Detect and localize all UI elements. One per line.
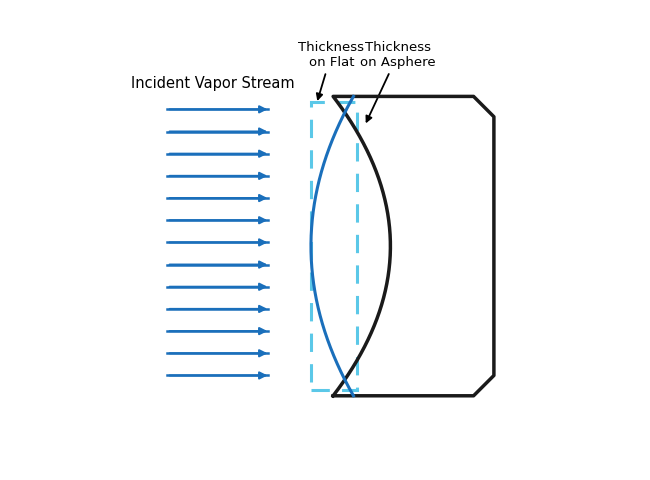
Bar <box>311 102 357 390</box>
Text: Incident Vapor Stream: Incident Vapor Stream <box>131 76 295 91</box>
Text: Thickness
on Flat: Thickness on Flat <box>298 41 364 99</box>
Text: Thickness
on Asphere: Thickness on Asphere <box>360 41 436 121</box>
